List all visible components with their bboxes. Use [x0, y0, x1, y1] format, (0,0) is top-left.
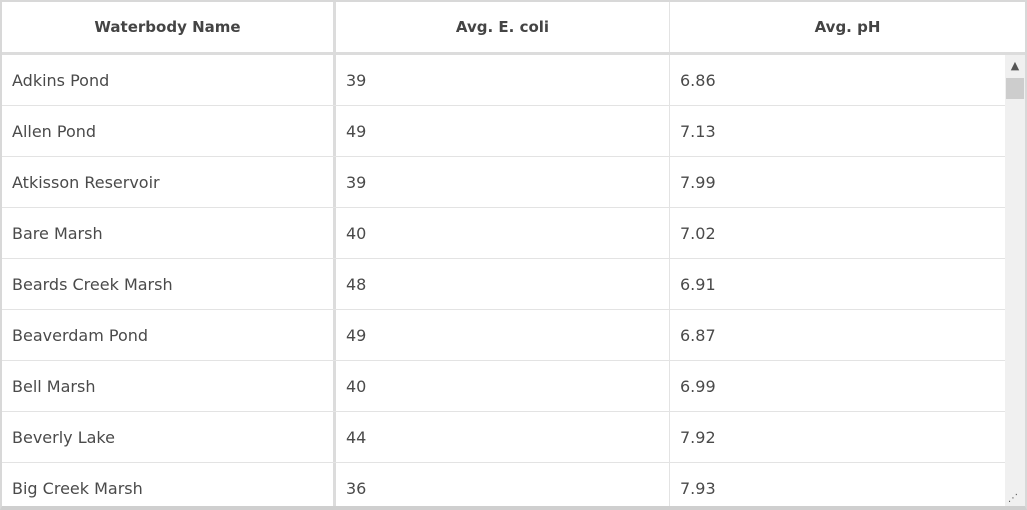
cell-avg-e-coli: 49 [336, 106, 670, 156]
table-row[interactable]: Allen Pond 49 7.13 [2, 106, 1005, 157]
cell-avg-ph: 6.91 [680, 274, 716, 294]
cell-waterbody-name: Big Creek Marsh [2, 463, 336, 506]
table-row[interactable]: Adkins Pond 39 6.86 [2, 55, 1005, 106]
cell-avg-e-coli: 40 [336, 208, 670, 258]
vertical-scrollbar[interactable]: ▲ ⋰ [1005, 55, 1025, 506]
table-row[interactable]: Bare Marsh 40 7.02 [2, 208, 1005, 259]
cell-avg-e-coli: 44 [336, 412, 670, 462]
cell-avg-e-coli: 39 [336, 157, 670, 207]
table-header: Waterbody Name Avg. E. coli Avg. pH [2, 2, 1025, 55]
cell-avg-e-coli: 39 [336, 55, 670, 105]
cell-waterbody-name: Beards Creek Marsh [2, 259, 336, 309]
cell-waterbody-name: Beverly Lake [2, 412, 336, 462]
cell-waterbody-name: Bare Marsh [2, 208, 336, 258]
scrollbar-thumb[interactable] [1006, 78, 1024, 99]
resize-grip-icon[interactable]: ⋰ [1008, 493, 1018, 504]
cell-waterbody-name: Adkins Pond [2, 55, 336, 105]
column-header-avg-ph[interactable]: Avg. pH [814, 18, 881, 36]
cell-avg-ph: 6.86 [680, 70, 716, 90]
table-row[interactable]: Beards Creek Marsh 48 6.91 [2, 259, 1005, 310]
cell-avg-e-coli: 40 [336, 361, 670, 411]
table-row[interactable]: Bell Marsh 40 6.99 [2, 361, 1005, 412]
cell-avg-ph: 6.99 [680, 376, 716, 396]
table-body: Adkins Pond 39 6.86 Allen Pond 49 7.13 Atkisso… [2, 55, 1005, 506]
column-header-waterbody-name[interactable]: Waterbody Name [2, 2, 336, 52]
table-row[interactable]: Atkisson Reservoir 39 7.99 [2, 157, 1005, 208]
cell-waterbody-name: Atkisson Reservoir [2, 157, 336, 207]
cell-avg-ph: 7.92 [680, 427, 716, 447]
cell-avg-e-coli: 49 [336, 310, 670, 360]
cell-avg-ph: 7.99 [680, 172, 716, 192]
cell-avg-e-coli: 48 [336, 259, 670, 309]
table-row[interactable]: Beverly Lake 44 7.92 [2, 412, 1005, 463]
column-header-avg-e-coli[interactable]: Avg. E. coli [336, 2, 670, 52]
cell-avg-ph: 7.93 [680, 478, 716, 498]
cell-avg-ph: 7.02 [680, 223, 716, 243]
cell-avg-e-coli: 36 [336, 463, 670, 506]
cell-avg-ph: 7.13 [680, 121, 716, 141]
table-row[interactable]: Beaverdam Pond 49 6.87 [2, 310, 1005, 361]
cell-waterbody-name: Allen Pond [2, 106, 336, 156]
chevron-up-icon[interactable]: ▲ [1010, 59, 1020, 72]
table-row[interactable]: Big Creek Marsh 36 7.93 [2, 463, 1005, 506]
cell-waterbody-name: Beaverdam Pond [2, 310, 336, 360]
cell-waterbody-name: Bell Marsh [2, 361, 336, 411]
cell-avg-ph: 6.87 [680, 325, 716, 345]
